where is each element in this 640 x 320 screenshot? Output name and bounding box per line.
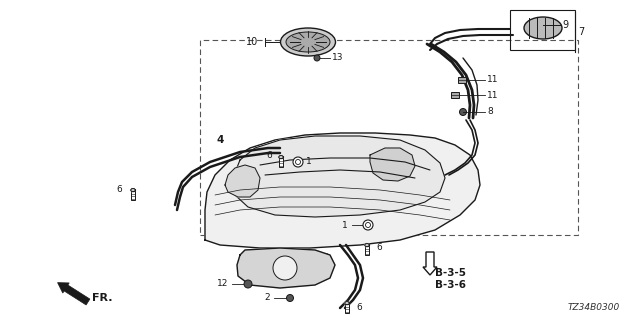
Text: 1: 1 [342,220,348,229]
Text: B-3-6: B-3-6 [435,280,466,290]
Text: B-3-5: B-3-5 [435,268,466,278]
Circle shape [296,159,301,164]
Circle shape [314,55,320,61]
Text: 6: 6 [116,186,122,195]
Polygon shape [370,148,415,181]
Bar [345,303,349,313]
Circle shape [273,256,297,280]
Polygon shape [237,248,335,288]
Bar [458,77,466,83]
FancyArrow shape [58,283,90,305]
Polygon shape [205,133,480,248]
Text: 6: 6 [376,244,381,252]
Text: 12: 12 [216,279,228,289]
Polygon shape [225,165,260,197]
Bar [279,157,283,167]
Bar [510,10,575,50]
Circle shape [363,220,373,230]
Text: 11: 11 [487,76,499,84]
Text: FR.: FR. [92,293,113,303]
Text: 2: 2 [264,293,270,302]
Ellipse shape [524,17,562,39]
Polygon shape [278,156,284,159]
Text: 10: 10 [246,37,258,47]
Circle shape [287,294,294,301]
Text: 13: 13 [332,53,344,62]
Bar [200,40,578,235]
Polygon shape [232,136,445,217]
Text: 1: 1 [306,157,312,166]
Polygon shape [131,188,136,192]
Circle shape [244,280,252,288]
Text: 11: 11 [487,91,499,100]
Circle shape [365,222,371,228]
Text: 4: 4 [216,135,224,145]
FancyArrow shape [423,252,437,275]
Text: 3: 3 [282,255,289,265]
Text: 8: 8 [487,108,493,116]
Circle shape [460,108,467,116]
Bar [451,92,459,98]
Text: 6: 6 [266,150,272,159]
Text: 6: 6 [356,303,362,313]
Text: TZ34B0300: TZ34B0300 [568,303,620,312]
Text: 5: 5 [321,253,328,263]
Bar [365,245,369,255]
Ellipse shape [286,32,330,52]
Text: 9: 9 [562,20,568,30]
Polygon shape [344,301,349,305]
Circle shape [293,157,303,167]
Text: 7: 7 [578,27,584,37]
Ellipse shape [280,28,335,56]
Bar [131,190,135,200]
Polygon shape [365,244,369,247]
